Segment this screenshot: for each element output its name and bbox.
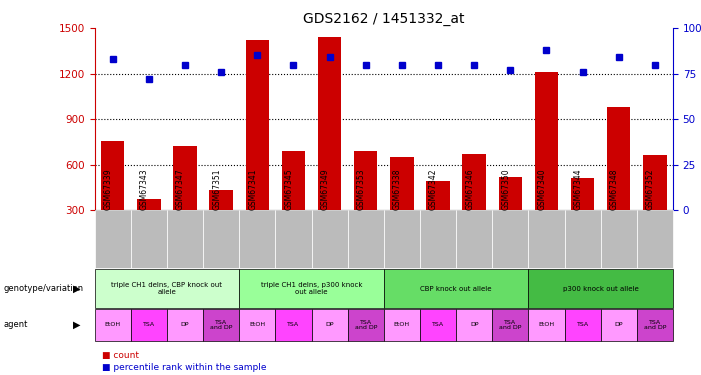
Text: TSA
and DP: TSA and DP	[355, 320, 377, 330]
Text: ■ count: ■ count	[102, 351, 139, 360]
Bar	[643, 155, 667, 255]
Text: GSM67341: GSM67341	[248, 168, 257, 210]
Bar	[210, 190, 233, 255]
Bar	[463, 154, 486, 255]
Text: DP: DP	[181, 322, 189, 327]
Bar	[282, 151, 305, 255]
Bar	[354, 151, 377, 255]
Text: TSA
and DP: TSA and DP	[499, 320, 522, 330]
Text: GSM67348: GSM67348	[610, 168, 619, 210]
Text: GSM67353: GSM67353	[357, 168, 366, 210]
Text: TSA: TSA	[287, 322, 299, 327]
Text: p300 knock out allele: p300 knock out allele	[563, 286, 639, 292]
Text: ▶: ▶	[74, 320, 81, 330]
Text: EtOH: EtOH	[394, 322, 410, 327]
Text: TSA
and DP: TSA and DP	[210, 320, 232, 330]
Text: agent: agent	[4, 320, 28, 329]
Text: GSM67347: GSM67347	[176, 168, 185, 210]
Text: CBP knock out allele: CBP knock out allele	[421, 286, 492, 292]
Text: DP: DP	[325, 322, 334, 327]
Text: triple CH1 delns, p300 knock
out allele: triple CH1 delns, p300 knock out allele	[261, 282, 362, 295]
Text: GSM67342: GSM67342	[429, 168, 438, 210]
Text: GSM67344: GSM67344	[573, 168, 583, 210]
Text: GSM67345: GSM67345	[285, 168, 294, 210]
Bar	[173, 146, 197, 255]
Text: GSM67346: GSM67346	[465, 168, 474, 210]
Bar	[571, 178, 594, 255]
Text: GSM67338: GSM67338	[393, 168, 402, 210]
Bar	[245, 40, 269, 255]
Text: DP: DP	[615, 322, 623, 327]
Title: GDS2162 / 1451332_at: GDS2162 / 1451332_at	[303, 12, 465, 26]
Text: GSM67340: GSM67340	[538, 168, 547, 210]
Bar	[318, 37, 341, 255]
Bar	[498, 177, 522, 255]
Text: TSA: TSA	[143, 322, 155, 327]
Bar	[535, 72, 558, 255]
Bar	[390, 157, 414, 255]
Text: TSA: TSA	[576, 322, 589, 327]
Bar	[101, 141, 125, 255]
Text: DP: DP	[470, 322, 478, 327]
Bar	[426, 181, 450, 255]
Text: EtOH: EtOH	[104, 322, 121, 327]
Text: TSA: TSA	[432, 322, 444, 327]
Text: ■ percentile rank within the sample: ■ percentile rank within the sample	[102, 363, 266, 372]
Text: genotype/variation: genotype/variation	[4, 284, 83, 293]
Text: GSM67352: GSM67352	[646, 168, 655, 210]
Text: ▶: ▶	[74, 284, 81, 294]
Text: GSM67351: GSM67351	[212, 168, 221, 210]
Text: EtOH: EtOH	[538, 322, 554, 327]
Text: GSM67343: GSM67343	[140, 168, 149, 210]
Text: EtOH: EtOH	[250, 322, 266, 327]
Text: triple CH1 delns, CBP knock out
allele: triple CH1 delns, CBP knock out allele	[111, 282, 222, 295]
Text: GSM67349: GSM67349	[320, 168, 329, 210]
Bar	[137, 200, 161, 255]
Text: GSM67339: GSM67339	[104, 168, 113, 210]
Text: GSM67350: GSM67350	[501, 168, 510, 210]
Bar	[607, 107, 630, 255]
Text: TSA
and DP: TSA and DP	[644, 320, 666, 330]
